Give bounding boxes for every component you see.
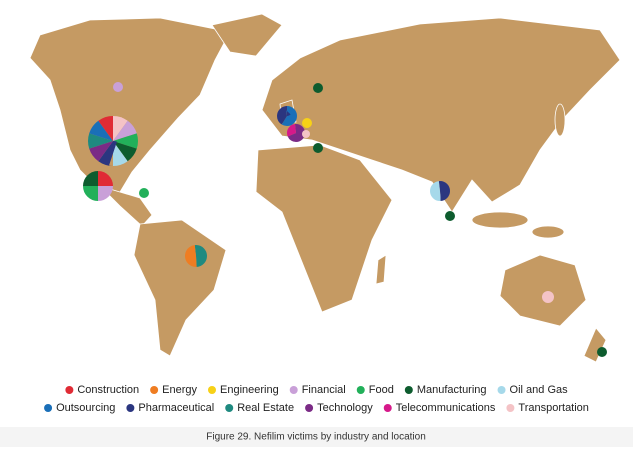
- south-america: [133, 219, 227, 357]
- legend-item: Transportation: [506, 402, 589, 414]
- legend: Construction Energy Engineering Financial Fo…: [44, 384, 589, 414]
- legend-item: Food: [356, 384, 394, 396]
- legend-swatch: [289, 386, 298, 394]
- legend-item: Manufacturing: [404, 384, 487, 396]
- legend-label: Construction: [77, 384, 139, 396]
- legend-label: Telecommunications: [396, 402, 496, 414]
- legend-swatch: [65, 386, 74, 394]
- pie-france: [287, 124, 305, 142]
- pie-caribbean: [139, 188, 149, 198]
- legend-swatch: [150, 386, 159, 394]
- legend-item: Financial: [289, 384, 346, 396]
- legend-item: Technology: [305, 402, 373, 414]
- legend-swatch: [404, 386, 413, 394]
- legend-item: Construction: [65, 384, 139, 396]
- legend-item: Real Estate: [225, 402, 294, 414]
- caption-band: [0, 427, 633, 447]
- pie-india: [430, 181, 450, 201]
- pie-switzerland: [302, 130, 310, 138]
- pie-uk: [277, 106, 297, 126]
- central-america: [99, 185, 153, 227]
- legend-swatch: [497, 386, 506, 394]
- legend-swatch: [207, 386, 216, 394]
- legend-row: Construction Energy Engineering Financial Fo…: [65, 384, 568, 396]
- legend-item: Energy: [150, 384, 197, 396]
- new-guinea: [531, 225, 565, 239]
- legend-label: Real Estate: [237, 402, 294, 414]
- legend-label: Technology: [317, 402, 373, 414]
- legend-label: Transportation: [518, 402, 589, 414]
- legend-label: Food: [369, 384, 394, 396]
- pie-australia: [542, 291, 554, 303]
- japan: [554, 103, 566, 137]
- north-america: [29, 17, 231, 193]
- legend-swatch: [126, 404, 135, 412]
- madagascar: [375, 254, 387, 285]
- pies: [83, 82, 607, 357]
- new-zealand: [583, 327, 607, 363]
- legend-swatch: [383, 404, 392, 412]
- legend-item: Oil and Gas: [497, 384, 569, 396]
- legend-swatch: [356, 386, 365, 394]
- legend-label: Engineering: [220, 384, 279, 396]
- pie-italy: [313, 143, 323, 153]
- eurasia: [261, 17, 621, 213]
- pie-canada: [113, 82, 123, 92]
- legend-label: Manufacturing: [417, 384, 487, 396]
- legend-item: Engineering: [207, 384, 279, 396]
- pie-mexico: [83, 171, 113, 201]
- legend-item: Outsourcing: [44, 402, 115, 414]
- world-map: [29, 13, 621, 363]
- legend-label: Pharmaceutical: [138, 402, 214, 414]
- legend-row: Outsourcing Pharmaceutical Real Estate Tech…: [44, 402, 589, 414]
- legend-swatch: [506, 404, 515, 412]
- caption: Figure 29. Nefilim victims by industry a…: [206, 432, 426, 443]
- legend-item: Telecommunications: [383, 402, 496, 414]
- pie-sri-lanka: [445, 211, 455, 221]
- africa: [255, 144, 393, 313]
- legend-label: Financial: [302, 384, 346, 396]
- pie-new-zealand: [597, 347, 607, 357]
- legend-swatch: [305, 404, 314, 412]
- pie-germany: [302, 118, 312, 128]
- legend-label: Energy: [162, 384, 197, 396]
- legend-label: Oil and Gas: [510, 384, 569, 396]
- greenland: [211, 13, 283, 57]
- indonesia: [471, 211, 529, 229]
- legend-item: Pharmaceutical: [126, 402, 214, 414]
- pie-sweden: [313, 83, 323, 93]
- legend-label: Outsourcing: [56, 402, 115, 414]
- pie-brazil: [185, 245, 207, 267]
- australia: [499, 254, 587, 327]
- legend-swatch: [225, 404, 234, 412]
- pie-usa: [88, 116, 138, 166]
- legend-swatch: [44, 404, 53, 412]
